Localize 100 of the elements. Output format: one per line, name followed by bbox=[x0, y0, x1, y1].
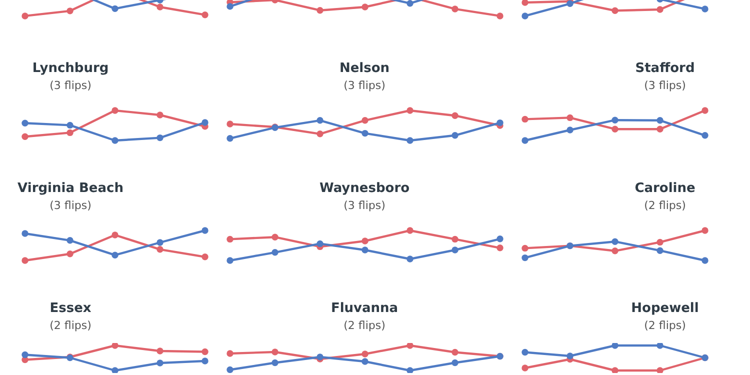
chart-subtitle: (2 flips) bbox=[344, 319, 386, 332]
point bbox=[612, 343, 618, 349]
point bbox=[566, 114, 574, 122]
point bbox=[226, 3, 234, 10]
point bbox=[112, 252, 118, 258]
chart-title: Stafford bbox=[635, 61, 695, 76]
point bbox=[202, 119, 208, 126]
point bbox=[226, 257, 234, 264]
point bbox=[362, 350, 368, 358]
point bbox=[496, 12, 504, 20]
chart-title: Essex bbox=[50, 301, 92, 316]
point bbox=[66, 237, 74, 244]
point bbox=[272, 249, 278, 256]
chart-subtitle: (3 flips) bbox=[344, 79, 386, 92]
point bbox=[112, 107, 118, 114]
point bbox=[202, 254, 208, 260]
point bbox=[406, 137, 414, 144]
point bbox=[406, 367, 414, 373]
point bbox=[522, 254, 528, 262]
point bbox=[272, 348, 278, 356]
point bbox=[66, 8, 74, 14]
point bbox=[496, 119, 504, 126]
point bbox=[612, 126, 618, 132]
point bbox=[22, 133, 28, 140]
point bbox=[66, 129, 74, 136]
point bbox=[202, 11, 208, 18]
point bbox=[522, 244, 528, 252]
point bbox=[452, 6, 458, 12]
chart-subtitle: (2 flips) bbox=[644, 319, 686, 332]
point bbox=[66, 122, 74, 129]
chart-subtitle: (2 flips) bbox=[644, 199, 686, 212]
point bbox=[112, 5, 118, 12]
point bbox=[566, 352, 574, 360]
point bbox=[202, 358, 208, 364]
point bbox=[272, 359, 278, 366]
point bbox=[612, 238, 618, 245]
point bbox=[656, 238, 664, 246]
point bbox=[656, 6, 664, 13]
point bbox=[156, 112, 164, 118]
point bbox=[656, 367, 664, 373]
point bbox=[202, 348, 208, 356]
chart-title: Nelson bbox=[339, 61, 390, 76]
chart-subtitle: (3 flips) bbox=[644, 79, 686, 92]
point bbox=[226, 236, 234, 243]
point bbox=[452, 132, 458, 139]
point bbox=[406, 107, 414, 114]
chart-subtitle: (3 flips) bbox=[50, 79, 92, 92]
chart-title: Hopewell bbox=[631, 301, 699, 316]
point bbox=[316, 7, 324, 14]
point bbox=[406, 343, 414, 349]
point bbox=[316, 130, 324, 138]
chart-title: Virginia Beach bbox=[18, 181, 124, 196]
point bbox=[702, 6, 708, 12]
chart-title: Lynchburg bbox=[32, 61, 109, 76]
point bbox=[522, 348, 528, 356]
point bbox=[316, 240, 324, 248]
point bbox=[452, 112, 458, 119]
point bbox=[496, 244, 504, 252]
point bbox=[702, 257, 708, 264]
point bbox=[702, 227, 708, 234]
point bbox=[22, 257, 28, 264]
point bbox=[362, 246, 368, 254]
chart-title: Caroline bbox=[634, 181, 696, 196]
point bbox=[156, 360, 164, 366]
point bbox=[362, 4, 368, 10]
point bbox=[452, 348, 458, 356]
chart-title: Fluvanna bbox=[330, 301, 398, 316]
point bbox=[656, 343, 664, 349]
point bbox=[612, 248, 618, 254]
point bbox=[522, 137, 528, 144]
point bbox=[702, 132, 708, 139]
point bbox=[272, 234, 278, 240]
point bbox=[156, 246, 164, 253]
point bbox=[406, 256, 414, 262]
point bbox=[612, 367, 618, 373]
point bbox=[226, 350, 234, 357]
point bbox=[406, 0, 414, 7]
point bbox=[452, 359, 458, 366]
point bbox=[656, 117, 664, 124]
point bbox=[22, 351, 28, 358]
point bbox=[612, 116, 618, 124]
chart-subtitle: (2 flips) bbox=[50, 319, 92, 332]
point bbox=[112, 232, 118, 238]
point bbox=[522, 0, 528, 6]
point bbox=[66, 250, 74, 258]
point bbox=[112, 343, 118, 349]
point bbox=[226, 135, 234, 142]
point bbox=[522, 12, 528, 20]
point bbox=[316, 117, 324, 124]
point bbox=[362, 130, 368, 137]
point bbox=[362, 238, 368, 244]
point bbox=[156, 4, 164, 10]
point bbox=[362, 358, 368, 365]
point bbox=[522, 364, 528, 372]
chart-subtitle: (3 flips) bbox=[50, 199, 92, 212]
point bbox=[156, 239, 164, 246]
point bbox=[226, 366, 234, 373]
point bbox=[702, 107, 708, 114]
point bbox=[406, 227, 414, 234]
point bbox=[112, 137, 118, 144]
